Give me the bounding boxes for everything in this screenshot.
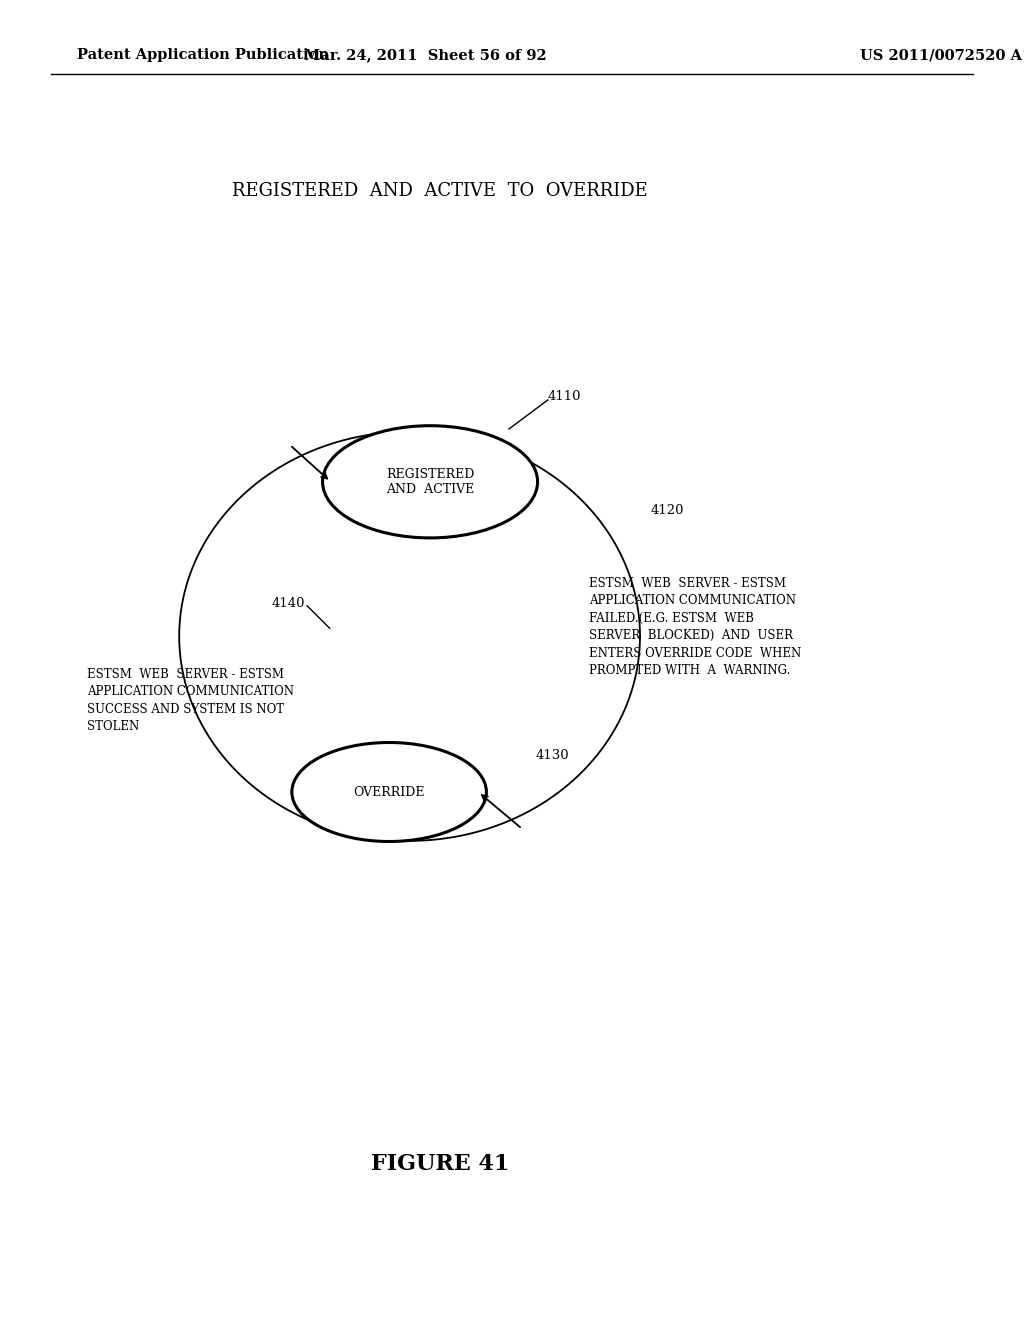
Text: REGISTERED
AND  ACTIVE: REGISTERED AND ACTIVE bbox=[386, 467, 474, 496]
Text: REGISTERED  AND  ACTIVE  TO  OVERRIDE: REGISTERED AND ACTIVE TO OVERRIDE bbox=[232, 182, 648, 201]
Ellipse shape bbox=[323, 425, 538, 539]
Text: ESTSM  WEB  SERVER - ESTSM
APPLICATION COMMUNICATION
FAILED.(E.G. ESTSM  WEB
SER: ESTSM WEB SERVER - ESTSM APPLICATION COM… bbox=[589, 577, 801, 677]
Text: 4130: 4130 bbox=[536, 748, 569, 762]
Text: Patent Application Publication: Patent Application Publication bbox=[77, 49, 329, 62]
Text: 4140: 4140 bbox=[271, 597, 305, 610]
Ellipse shape bbox=[292, 742, 486, 842]
Text: ESTSM  WEB  SERVER - ESTSM
APPLICATION COMMUNICATION
SUCCESS AND SYSTEM IS NOT
S: ESTSM WEB SERVER - ESTSM APPLICATION COM… bbox=[87, 668, 294, 734]
Text: OVERRIDE: OVERRIDE bbox=[353, 785, 425, 799]
Text: US 2011/0072520 A1: US 2011/0072520 A1 bbox=[860, 49, 1024, 62]
Text: 4120: 4120 bbox=[650, 504, 684, 517]
Text: FIGURE 41: FIGURE 41 bbox=[371, 1154, 510, 1175]
Text: Mar. 24, 2011  Sheet 56 of 92: Mar. 24, 2011 Sheet 56 of 92 bbox=[303, 49, 547, 62]
Text: 4110: 4110 bbox=[548, 389, 582, 403]
